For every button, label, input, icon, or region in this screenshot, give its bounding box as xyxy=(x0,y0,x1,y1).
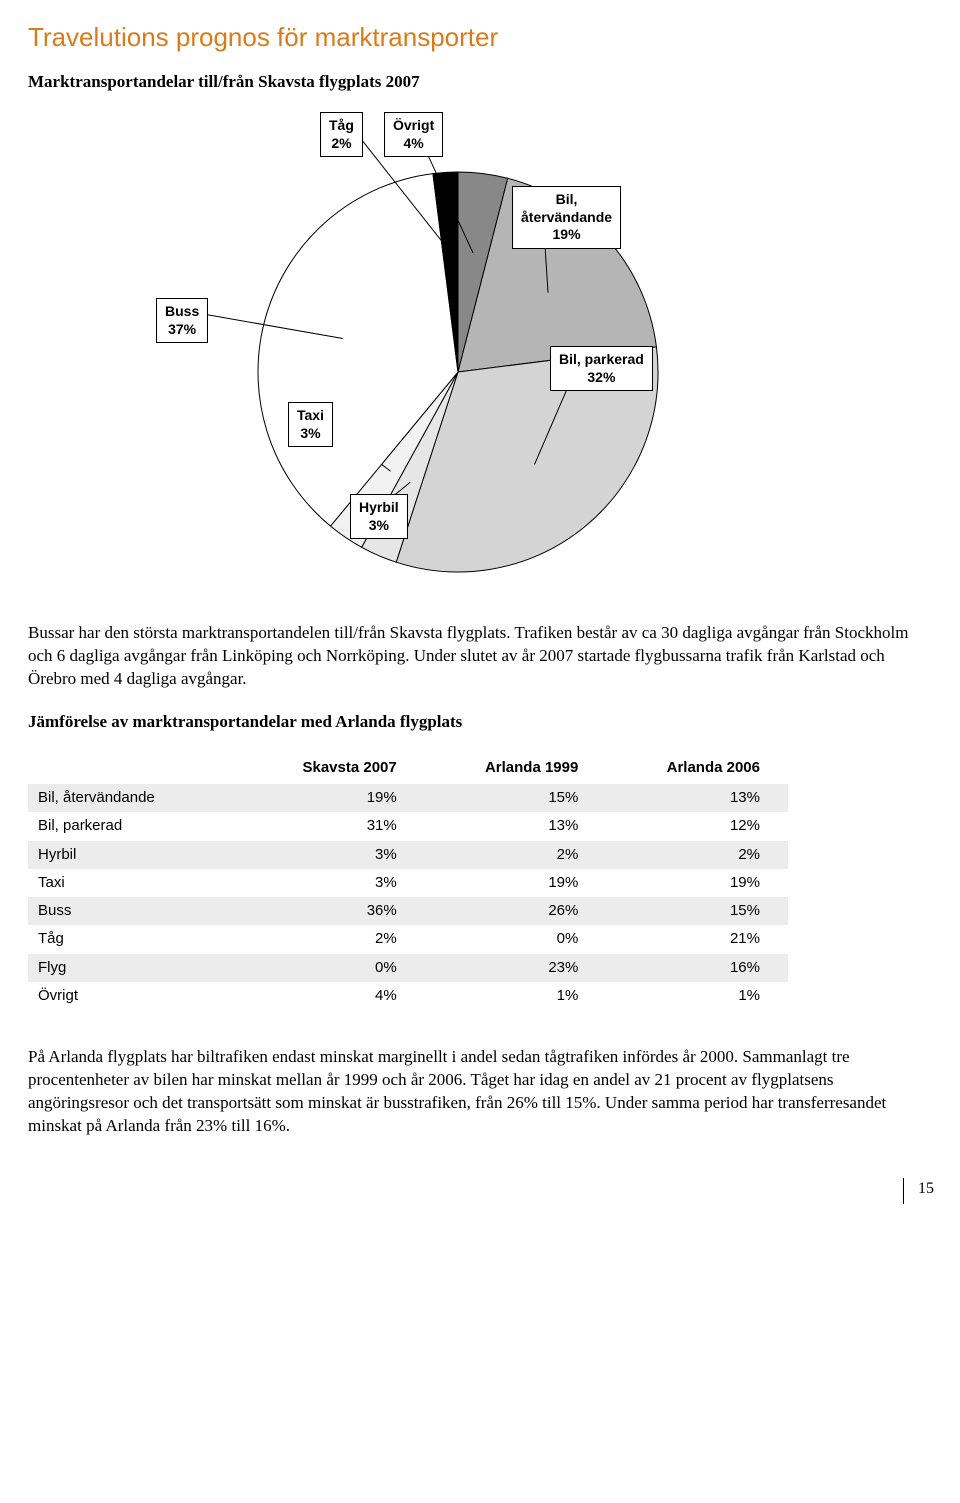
comparison-table: Skavsta 2007Arlanda 1999Arlanda 2006 Bil… xyxy=(28,752,788,1010)
row-label: Buss xyxy=(28,897,242,925)
table-col-0 xyxy=(28,752,242,784)
table-col-2: Arlanda 1999 xyxy=(425,752,607,784)
page-title: Travelutions prognos för marktransporter xyxy=(28,20,932,55)
cell: 1% xyxy=(606,982,788,1010)
table-col-1: Skavsta 2007 xyxy=(242,752,425,784)
row-label: Bil, parkerad xyxy=(28,812,242,840)
cell: 16% xyxy=(606,954,788,982)
table-heading: Jämförelse av marktransportandelar med A… xyxy=(28,711,932,734)
pie-svg xyxy=(148,112,768,592)
pie-label-ovrigt: Övrigt4% xyxy=(384,112,443,157)
table-row: Bil, parkerad31%13%12% xyxy=(28,812,788,840)
cell: 0% xyxy=(242,954,425,982)
cell: 2% xyxy=(242,925,425,953)
cell: 31% xyxy=(242,812,425,840)
cell: 19% xyxy=(425,869,607,897)
cell: 23% xyxy=(425,954,607,982)
table-row: Buss36%26%15% xyxy=(28,897,788,925)
row-label: Flyg xyxy=(28,954,242,982)
cell: 0% xyxy=(425,925,607,953)
pie-label-tag: Tåg2% xyxy=(320,112,363,157)
table-row: Hyrbil3%2%2% xyxy=(28,841,788,869)
cell: 21% xyxy=(606,925,788,953)
cell: 15% xyxy=(425,784,607,812)
cell: 19% xyxy=(606,869,788,897)
pie-label-bil-aterv: Bil,återvändande19% xyxy=(512,186,621,249)
row-label: Övrigt xyxy=(28,982,242,1010)
table-row: Flyg0%23%16% xyxy=(28,954,788,982)
row-label: Bil, återvändande xyxy=(28,784,242,812)
pie-label-taxi: Taxi3% xyxy=(288,402,333,447)
cell: 13% xyxy=(606,784,788,812)
table-col-3: Arlanda 2006 xyxy=(606,752,788,784)
cell: 3% xyxy=(242,841,425,869)
cell: 4% xyxy=(242,982,425,1010)
table-row: Övrigt4%1%1% xyxy=(28,982,788,1010)
page-number-rule xyxy=(903,1178,904,1204)
pie-chart: Övrigt4% Bil,återvändande19% Bil, parkerad… xyxy=(148,112,768,592)
cell: 26% xyxy=(425,897,607,925)
row-label: Tåg xyxy=(28,925,242,953)
cell: 1% xyxy=(425,982,607,1010)
cell: 19% xyxy=(242,784,425,812)
cell: 2% xyxy=(606,841,788,869)
table-row: Bil, återvändande19%15%13% xyxy=(28,784,788,812)
cell: 3% xyxy=(242,869,425,897)
pie-label-buss: Buss37% xyxy=(156,298,208,343)
paragraph-1: Bussar har den största marktransportande… xyxy=(28,622,932,691)
cell: 13% xyxy=(425,812,607,840)
cell: 15% xyxy=(606,897,788,925)
pie-heading: Marktransportandelar till/från Skavsta f… xyxy=(28,71,932,94)
table-row: Taxi3%19%19% xyxy=(28,869,788,897)
cell: 12% xyxy=(606,812,788,840)
row-label: Taxi xyxy=(28,869,242,897)
table-row: Tåg2%0%21% xyxy=(28,925,788,953)
pie-label-bil-parkerad: Bil, parkerad32% xyxy=(550,346,653,391)
row-label: Hyrbil xyxy=(28,841,242,869)
pie-label-hyrbil: Hyrbil3% xyxy=(350,494,408,539)
page-number: 15 xyxy=(918,1178,934,1200)
cell: 2% xyxy=(425,841,607,869)
cell: 36% xyxy=(242,897,425,925)
paragraph-2: På Arlanda flygplats har biltrafiken end… xyxy=(28,1046,932,1138)
